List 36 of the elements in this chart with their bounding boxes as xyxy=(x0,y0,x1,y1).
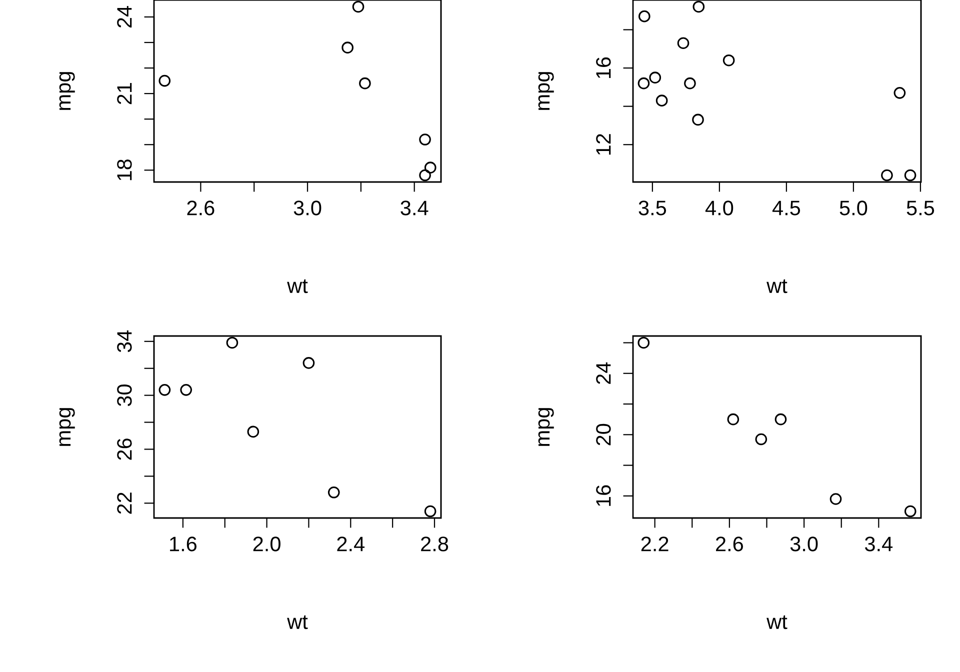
x-axis-title: wt xyxy=(287,615,308,630)
y-tick-label: 30 xyxy=(117,384,132,406)
x-axis-title: wt xyxy=(766,615,788,630)
y-axis-title: mpg xyxy=(59,72,75,110)
y-tick-label: 34 xyxy=(117,330,132,352)
y-axis-title: mpg xyxy=(538,72,554,110)
x-tick-label: 2.2 xyxy=(641,536,668,552)
x-tick-label: 2.6 xyxy=(716,536,743,552)
x-tick-label: 3.0 xyxy=(294,200,322,216)
x-tick-label: 1.6 xyxy=(170,536,196,552)
y-axis-title: mpg xyxy=(538,408,554,446)
y-tick-label: 16 xyxy=(596,485,611,506)
x-tick-label: 4.0 xyxy=(705,200,734,216)
x-tick-label: 3.0 xyxy=(790,536,818,552)
x-tick-label: 2.4 xyxy=(337,536,365,552)
y-tick-label: 20 xyxy=(596,424,611,446)
x-tick-label: 2.8 xyxy=(421,536,448,552)
y-axis-title: mpg xyxy=(59,408,75,446)
y-tick-label: 24 xyxy=(596,362,611,384)
x-tick-label: 2.6 xyxy=(187,200,214,216)
x-tick-label: 3.4 xyxy=(864,536,893,552)
y-tick-label: 12 xyxy=(596,134,611,155)
x-tick-label: 3.4 xyxy=(400,200,428,216)
x-tick-label: 3.5 xyxy=(638,200,666,216)
y-tick-label: 22 xyxy=(117,492,132,514)
x-tick-label: 5.0 xyxy=(840,200,868,216)
x-axis-title: wt xyxy=(766,279,788,294)
x-tick-label: 2.0 xyxy=(253,536,280,552)
y-tick-label: 24 xyxy=(117,6,132,28)
y-tick-label: 16 xyxy=(596,57,611,78)
y-tick-label: 18 xyxy=(117,159,132,180)
x-tick-label: 5.5 xyxy=(906,200,934,216)
y-tick-label: 21 xyxy=(117,82,132,104)
x-tick-label: 4.5 xyxy=(772,200,800,216)
y-tick-label: 26 xyxy=(117,438,132,460)
x-axis-title: wt xyxy=(287,279,308,294)
